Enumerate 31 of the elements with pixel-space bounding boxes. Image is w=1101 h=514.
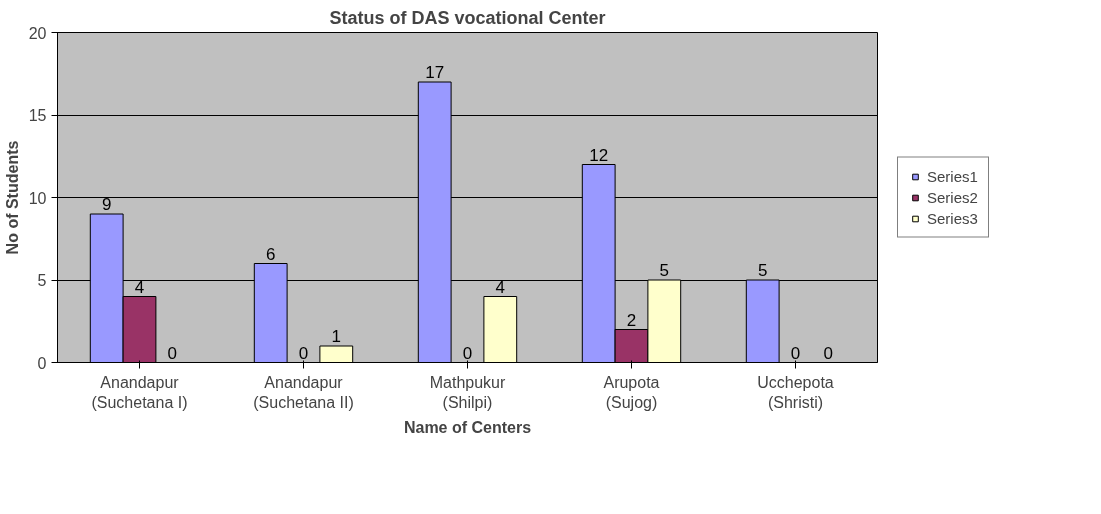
- y-tick-label: 0: [37, 354, 47, 372]
- legend-label: Series3: [927, 209, 978, 227]
- chart-title: Status of DAS vocational Center: [329, 7, 606, 28]
- data-label: 0: [462, 343, 473, 363]
- y-tick-label: 5: [37, 272, 47, 289]
- x-tick-label: Ucchepota (Shristi): [757, 373, 834, 411]
- data-label: 5: [659, 261, 670, 280]
- data-label: 0: [167, 343, 178, 363]
- y-tick-label: 20: [28, 24, 47, 42]
- x-tick-label: Mathpukur (Shilpi): [429, 373, 506, 411]
- data-label: 5: [757, 261, 768, 280]
- data-label: 17: [425, 63, 445, 82]
- legend-label: Series2: [927, 188, 978, 206]
- data-label: 12: [589, 145, 609, 165]
- data-label: 2: [626, 310, 637, 330]
- x-tick-label: Anandapur (Suchetana I): [91, 373, 188, 411]
- y-tick-label: 15: [28, 107, 47, 124]
- data-label: 0: [823, 343, 834, 363]
- y-tick-label: 10: [28, 189, 47, 207]
- data-label: 9: [101, 195, 112, 214]
- x-tick-label: Anandapur (Suchetana II): [253, 373, 354, 411]
- data-label: 1: [331, 327, 342, 346]
- x-tick-label: Arupota (Sujog): [603, 373, 660, 411]
- data-label: 0: [790, 343, 801, 363]
- data-label: 4: [134, 277, 145, 297]
- y-axis-title: No of Students: [3, 140, 21, 255]
- data-label: 4: [495, 277, 506, 297]
- data-label: 0: [298, 343, 309, 363]
- data-label: 6: [265, 244, 276, 264]
- legend-label: Series1: [927, 167, 978, 185]
- x-axis-title: Name of Centers: [403, 418, 532, 436]
